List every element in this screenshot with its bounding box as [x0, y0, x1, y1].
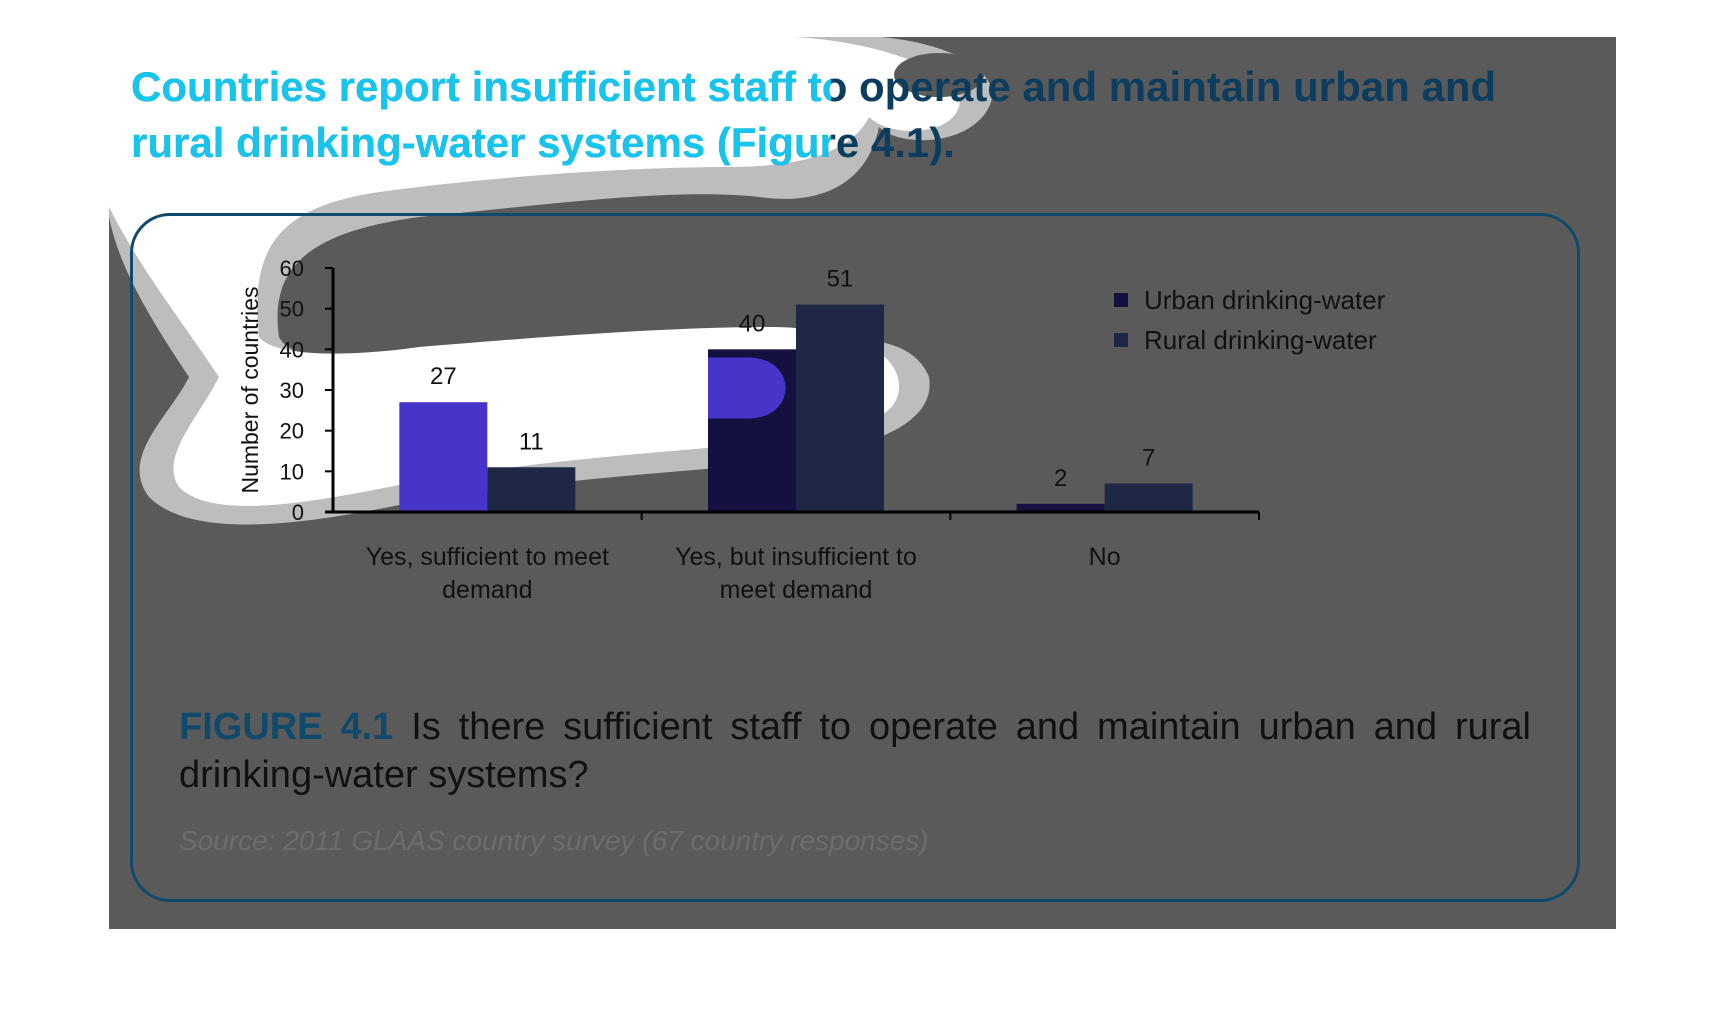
bar-urban-1-highlight [708, 357, 786, 419]
figure-caption: FIGURE 4.1 Is there sufficient staff to … [179, 703, 1531, 799]
y-tick-label-50: 50 [280, 297, 304, 322]
bar-urban-2 [1016, 503, 1105, 512]
data-label-rural-2: 7 [1142, 445, 1155, 472]
bar-urban-0 [399, 402, 488, 512]
page-heading-highlight: Countries report insufficient staff to o… [131, 63, 1497, 166]
data-label-urban-1: 40 [739, 310, 766, 337]
y-tick-label-60: 60 [280, 256, 304, 281]
legend-label-urban: Urban drinking-water [1144, 284, 1386, 315]
bar-rural-1 [796, 304, 884, 512]
x-tick-label-0-1: demand [442, 576, 532, 604]
data-label-rural-1: 51 [827, 266, 854, 293]
axes-group [325, 267, 1260, 520]
figure-caption-text: Is there sufficient staff to operate and… [179, 706, 1531, 796]
y-tick-label-40: 40 [280, 337, 304, 362]
x-tick-label-1-0: Yes, but insufficient to [675, 543, 917, 571]
y-tick-label-30: 30 [280, 378, 304, 403]
y-axis-title: Number of countries [237, 286, 263, 493]
page-heading: Countries report insufficient staff to o… [131, 63, 1497, 166]
page-panel: Countries report insufficient staff to o… [109, 37, 1616, 929]
chart-legend: Urban drinking-water Rural drinking-wate… [1114, 280, 1385, 360]
figure-frame [130, 213, 1580, 902]
y-tick-label-10: 10 [280, 459, 304, 484]
legend-item-urban: Urban drinking-water [1114, 280, 1385, 320]
figure-source: Source: 2011 GLAAS country survey (67 co… [179, 825, 929, 856]
legend-item-rural: Rural drinking-water [1114, 320, 1385, 360]
legend-label-rural: Rural drinking-water [1144, 324, 1377, 355]
data-label-rural-0: 11 [519, 428, 544, 455]
legend-swatch-urban [1114, 293, 1128, 307]
x-tick-label-2-0: No [1089, 543, 1121, 571]
bar-rural-0 [487, 467, 576, 512]
data-label-urban-0: 27 [430, 363, 457, 390]
x-tick-label-1-1: meet demand [720, 576, 873, 604]
bars-group [399, 304, 1193, 512]
y-tick-label-20: 20 [280, 419, 304, 444]
legend-swatch-rural [1114, 333, 1128, 347]
y-tick-label-0: 0 [292, 500, 304, 525]
bar-rural-2 [1104, 483, 1193, 512]
figure-number: FIGURE 4.1 [179, 706, 394, 748]
x-tick-label-0-0: Yes, sufficient to meet [366, 543, 609, 571]
data-label-urban-2: 2 [1054, 465, 1067, 492]
